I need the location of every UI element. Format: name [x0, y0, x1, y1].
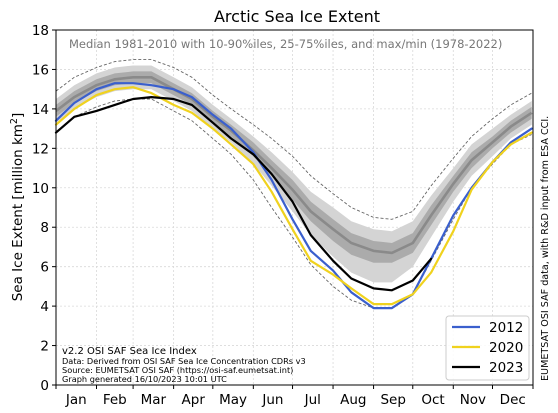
month-label: Nov [460, 392, 486, 408]
month-label: Feb [103, 392, 127, 408]
y-tick-label: 18 [32, 23, 49, 39]
month-label: Jul [304, 392, 321, 408]
y-tick-label: 8 [40, 220, 49, 236]
plot-frame [55, 29, 534, 386]
legend-label-2023: 2023 [489, 360, 523, 376]
band-10-90 [56, 65, 532, 283]
chart-title: Arctic Sea Ice Extent [214, 7, 380, 26]
y-tick-label: 10 [32, 181, 49, 197]
data-series [54, 82, 533, 310]
credit-line-3: Source: EUMETSAT OSI SAF (https://osi-sa… [62, 365, 293, 375]
legend-box [445, 315, 530, 381]
series-line-2020 [54, 86, 533, 306]
month-label: Apr [182, 392, 206, 408]
month-label: May [219, 392, 247, 408]
legend-label-2012: 2012 [489, 320, 523, 336]
credits-block: v2.2 OSI SAF Sea Ice Index Data: Derived… [62, 346, 306, 384]
y-tick-label: 14 [32, 102, 49, 118]
y-tick-label: 6 [40, 260, 49, 276]
legend: 2012 2020 2023 [445, 315, 530, 381]
x-axis-ticks: Jan Feb Mar Apr May Jun Jul Aug Sep Oct Nov Dec [55, 385, 534, 408]
side-note: EUMETSAT OSI SAF data, with R&D input fr… [540, 116, 551, 381]
credit-line-4: Graph generated 16/10/2023 10:01 UTC [62, 374, 227, 384]
month-label: Aug [340, 392, 366, 408]
y-tick-label: 0 [40, 378, 49, 394]
month-label: Mar [141, 392, 167, 408]
series-line-2023 [54, 96, 433, 292]
credit-line-1: v2.2 OSI SAF Sea Ice Index [62, 346, 197, 357]
month-label: Jan [65, 392, 87, 408]
y-tick-label: 4 [40, 299, 49, 315]
y-tick-label: 16 [32, 62, 49, 78]
month-label: Oct [421, 392, 444, 408]
percentile-bands [55, 59, 533, 309]
month-label: Dec [500, 392, 526, 408]
month-label: Sep [380, 392, 405, 408]
month-label: Jun [261, 392, 283, 408]
credit-line-2: Data: Derived from OSI SAF Sea Ice Conce… [62, 356, 306, 366]
y-axis-label: Sea Ice Extent [million km2] [9, 113, 26, 302]
max-line [55, 59, 532, 220]
series-line-2012 [54, 82, 533, 310]
y-tick-label: 2 [40, 339, 49, 355]
legend-label-2020: 2020 [489, 340, 523, 356]
y-axis-ticks: 0 2 4 6 8 10 12 14 16 18 [32, 23, 56, 394]
y-tick-label: 12 [32, 141, 49, 157]
median-line [55, 76, 533, 255]
chart-subtitle: Median 1981-2010 with 10-90%iles, 25-75%… [69, 37, 502, 51]
